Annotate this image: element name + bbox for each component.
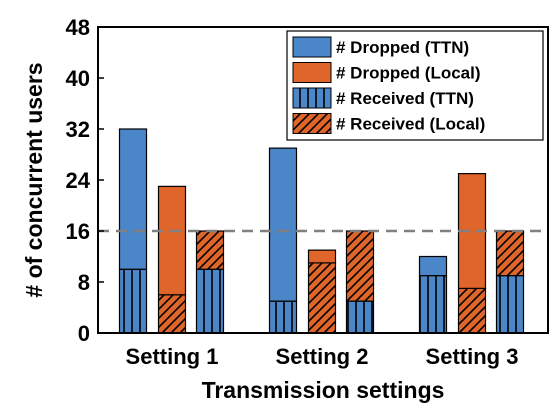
y-tick-label: 0 [78, 321, 90, 346]
y-tick-label: 24 [66, 168, 91, 193]
x-tick-label: Setting 1 [126, 344, 219, 369]
bar-received-ttn [270, 301, 297, 333]
x-tick-label: Setting 3 [426, 344, 519, 369]
legend: # Dropped (TTN) # Dropped (Local) # Receiv… [287, 31, 543, 140]
legend-label: # Received (Local) [336, 115, 485, 134]
bar-received-local [309, 263, 336, 333]
bar-received-local [459, 288, 486, 333]
bar-received-ttn [120, 269, 147, 333]
bar-dropped-ttn [120, 129, 147, 269]
x-axis-ticks: Setting 1 Setting 2 Setting 3 [126, 344, 519, 369]
bar-combined-received-local [497, 231, 524, 276]
bar-dropped-local [309, 250, 336, 263]
bar-combined-received-ttn [347, 301, 374, 333]
bar-received-ttn [420, 276, 447, 333]
legend-label: # Dropped (Local) [336, 64, 481, 83]
bar-combined-received-ttn [197, 269, 224, 333]
bar-dropped-ttn [270, 148, 297, 301]
x-axis-label: Transmission settings [202, 377, 445, 403]
y-tick-label: 48 [66, 15, 90, 40]
bar-combined-received-ttn [497, 276, 524, 333]
bar-combined-received-local [197, 231, 224, 269]
legend-swatch [293, 37, 331, 57]
bar-combined-received-local [347, 231, 374, 301]
bar-dropped-ttn [420, 257, 447, 276]
y-tick-label: 8 [78, 270, 90, 295]
y-tick-label: 32 [66, 117, 90, 142]
legend-label: # Dropped (TTN) [336, 38, 469, 57]
legend-label: # Received (TTN) [336, 89, 474, 108]
x-tick-label: Setting 2 [276, 344, 369, 369]
bar-received-local [159, 295, 186, 333]
legend-swatch [293, 88, 331, 108]
y-tick-label: 16 [66, 219, 90, 244]
bar-dropped-local [159, 186, 186, 294]
legend-swatch [293, 114, 331, 134]
legend-swatch [293, 63, 331, 83]
y-tick-label: 40 [66, 66, 90, 91]
y-axis-label: # of concurrent users [21, 62, 47, 297]
